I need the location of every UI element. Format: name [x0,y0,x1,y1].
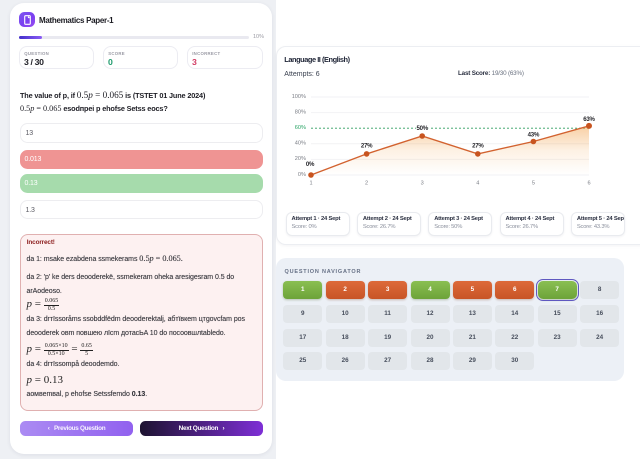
svg-text:27%: 27% [361,143,373,150]
svg-text:63%: 63% [583,116,595,123]
svg-text:0%: 0% [306,161,315,168]
svg-text:4: 4 [476,181,479,187]
svg-text:20%: 20% [295,156,306,162]
svg-text:5: 5 [532,181,535,187]
svg-text:1: 1 [309,181,312,187]
svg-text:60%: 60% [295,125,306,131]
svg-text:2: 2 [365,181,368,187]
svg-text:6: 6 [587,181,590,187]
svg-text:40%: 40% [295,141,306,147]
svg-text:100%: 100% [292,94,306,100]
svg-text:43%: 43% [528,132,540,139]
svg-text:80%: 80% [295,109,306,115]
svg-text:0%: 0% [298,172,306,178]
svg-text:3: 3 [421,181,424,187]
svg-text:50%: 50% [416,125,428,132]
svg-text:27%: 27% [472,143,484,150]
